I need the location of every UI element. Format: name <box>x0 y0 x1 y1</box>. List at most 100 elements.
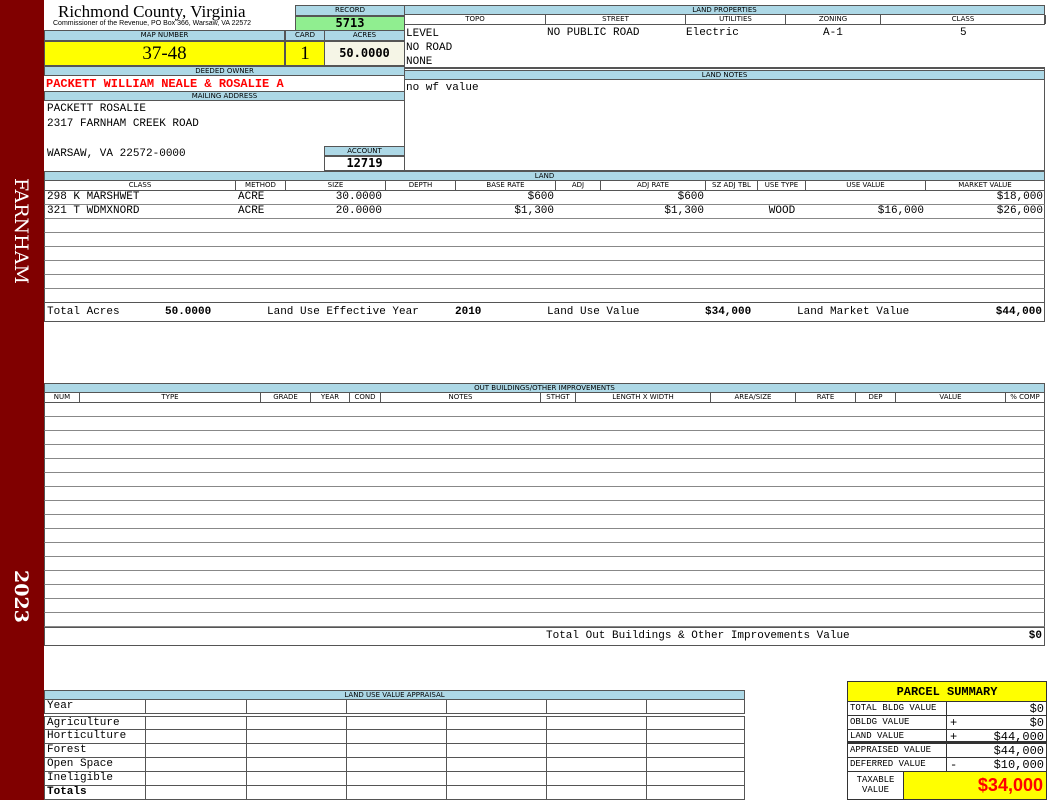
map-number: 37-48 <box>44 41 285 66</box>
topo-3: NONE <box>406 56 433 68</box>
total-acres-label: Total Acres <box>47 306 120 318</box>
column-header: % COMP <box>1006 393 1045 402</box>
land-use-row: Totals <box>44 786 745 800</box>
table-row <box>44 233 1045 247</box>
land-properties-label: LAND PROPERTIES <box>404 5 1045 15</box>
column-header: CLASS <box>881 15 1046 24</box>
street-value: NO PUBLIC ROAD <box>547 27 640 39</box>
table-cell <box>386 191 456 204</box>
land-use-label: Open Space <box>45 758 146 771</box>
table-row <box>44 543 1045 557</box>
land-header: CLASS METHOD SIZE DEPTH BASE RATE ADJ ADJ RATE… <box>44 181 1045 191</box>
land-use-label: Agriculture <box>45 717 146 729</box>
table-cell <box>806 191 926 204</box>
land-use-label: Totals <box>45 786 146 799</box>
summary-label: LAND VALUE <box>850 731 905 741</box>
effective-year: 2010 <box>455 306 482 318</box>
acres-label: ACRES <box>324 30 405 41</box>
outbuildings-total-value: $0 <box>1028 630 1042 642</box>
table-row <box>44 431 1045 445</box>
table-cell <box>556 205 601 218</box>
table-row <box>44 599 1045 613</box>
table-cell: 30.0000 <box>335 191 382 203</box>
sidebar <box>0 0 44 800</box>
mailing-line1: PACKETT ROSALIE <box>47 103 147 115</box>
land-notes-label: LAND NOTES <box>404 70 1045 80</box>
table-row <box>44 473 1045 487</box>
land-use-value: $34,000 <box>705 306 752 318</box>
taxable-value-label: TAXABLE VALUE <box>848 772 904 799</box>
column-header: TOPO <box>405 15 546 24</box>
summary-operator: + <box>950 730 958 744</box>
table-row <box>44 219 1045 233</box>
account-number: 12719 <box>324 156 405 171</box>
summary-operator: - <box>950 758 958 772</box>
table-cell: WOOD <box>768 205 796 217</box>
land-use-table: Year Agriculture Horticulture Forest Open Sp… <box>44 700 745 800</box>
column-header: MARKET VALUE <box>926 181 1045 190</box>
land-use-row: Ineligible <box>44 772 745 786</box>
table-cell: ACRE <box>238 205 265 217</box>
column-header: USE TYPE <box>758 181 806 190</box>
summary-row: DEFERRED VALUE - $10,000 <box>848 758 1046 772</box>
outbuildings-total-label: Total Out Buildings & Other Improvements… <box>546 630 850 642</box>
column-header: GRADE <box>261 393 311 402</box>
summary-row: APPRAISED VALUE $44,000 <box>848 744 1046 758</box>
owner-name: PACKETT WILLIAM NEALE & ROSALIE A <box>46 77 284 91</box>
table-cell: $1,300 <box>664 205 704 217</box>
table-row <box>44 459 1045 473</box>
table-cell <box>706 205 758 218</box>
land-use-row: Forest <box>44 744 745 758</box>
table-cell <box>706 191 758 204</box>
total-acres: 50.0000 <box>165 306 212 318</box>
record-number: 5713 <box>295 16 405 31</box>
district-label: FARNHAM <box>10 178 32 284</box>
table-row <box>44 613 1045 627</box>
column-header: ADJ RATE <box>601 181 706 190</box>
record-label: RECORD <box>295 5 405 16</box>
table-row <box>44 487 1045 501</box>
table-cell: $600 <box>677 191 704 203</box>
table-cell <box>386 205 456 218</box>
table-cell: $600 <box>527 191 554 203</box>
topo-2: NO ROAD <box>406 42 453 54</box>
table-row <box>44 417 1045 431</box>
table-row: 298 K MARSHWET ACRE 30.0000 $600 $600 $18,000 <box>44 191 1045 205</box>
column-header: BASE RATE <box>456 181 556 190</box>
class-value: 5 <box>960 27 967 39</box>
column-header: CLASS <box>45 181 236 190</box>
county-title: Richmond County, Virginia <box>58 2 246 21</box>
table-cell <box>556 191 601 204</box>
column-header: ZONING <box>786 15 881 24</box>
column-header: STREET <box>546 15 686 24</box>
column-header: SIZE <box>286 181 386 190</box>
land-label: LAND <box>44 171 1045 181</box>
land-use-label: LAND USE VALUE APPRAISAL <box>44 690 745 700</box>
land-use-value-label: Land Use Value <box>547 306 640 318</box>
topo-values: LEVEL NO ROAD NONE <box>406 27 452 69</box>
summary-label: OBLDG VALUE <box>850 717 910 727</box>
column-header: SZ ADJ TBL <box>706 181 758 190</box>
summary-value: $44,000 <box>993 744 1044 758</box>
table-row <box>44 403 1045 417</box>
land-properties-header: TOPO STREET UTILITIES ZONING CLASS <box>404 15 1046 25</box>
land-totals: Total Acres 50.0000 Land Use Effective Y… <box>44 302 1045 322</box>
column-header: AREA/SIZE <box>711 393 796 402</box>
summary-label: DEFERRED VALUE <box>850 759 926 769</box>
summary-row: TOTAL BLDG VALUE $0 <box>848 702 1046 716</box>
table-cell: 321 T WDMXNORD <box>47 205 140 217</box>
parcel-summary-title: PARCEL SUMMARY <box>848 682 1046 702</box>
summary-value: $0 <box>1029 702 1044 716</box>
mailing-line2: 2317 FARNHAM CREEK ROAD <box>47 118 199 130</box>
land-use-label: Year <box>45 700 146 713</box>
summary-label: TOTAL BLDG VALUE <box>850 703 937 713</box>
column-header: STHGT <box>541 393 576 402</box>
table-row <box>44 529 1045 543</box>
outbuildings-total: Total Out Buildings & Other Improvements… <box>44 627 1045 646</box>
office-address: Commissioner of the Revenue, PO Box 366,… <box>53 20 252 27</box>
mailing-label: MAILING ADDRESS <box>44 91 405 101</box>
land-use-label: Ineligible <box>45 772 146 785</box>
table-row <box>44 571 1045 585</box>
column-header: UTILITIES <box>686 15 786 24</box>
table-cell: $26,000 <box>996 205 1043 217</box>
